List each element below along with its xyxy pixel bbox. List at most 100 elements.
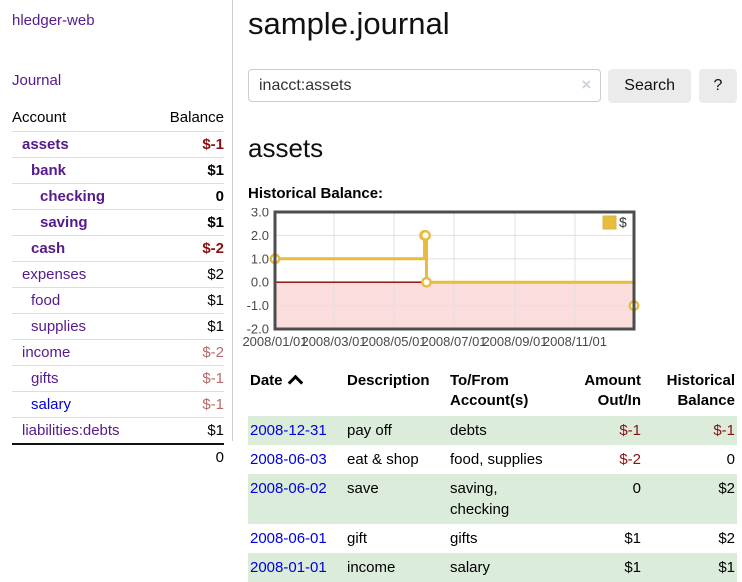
account-row: income $-2 bbox=[12, 339, 224, 366]
account-balance: $-2 bbox=[152, 339, 224, 366]
sort-ascending-icon bbox=[287, 374, 303, 391]
y-axis-label: 0.0 bbox=[251, 275, 269, 290]
transaction-amount: $1 bbox=[624, 559, 641, 576]
transaction-date-link[interactable]: 2008-12-31 bbox=[250, 422, 327, 439]
column-header-accounts: To/From Account(s) bbox=[450, 372, 529, 409]
transaction-row: 2008-01-01 income salary $1 $1 bbox=[248, 553, 737, 582]
search-input[interactable] bbox=[248, 69, 602, 102]
transaction-amount: $1 bbox=[624, 530, 641, 547]
account-link[interactable]: income bbox=[22, 344, 71, 361]
transaction-date-link[interactable]: 2008-06-03 bbox=[250, 451, 327, 468]
account-balance: $-1 bbox=[152, 365, 224, 392]
x-axis-label: 2008/03/01 bbox=[301, 334, 366, 349]
search-box: × bbox=[248, 69, 602, 103]
accounts-header-balance: Balance bbox=[169, 109, 224, 126]
legend-label: $ bbox=[619, 214, 627, 230]
transaction-description: save bbox=[347, 480, 379, 497]
account-balance: $-1 bbox=[152, 391, 224, 418]
clear-search-icon[interactable]: × bbox=[581, 75, 592, 94]
x-axis-label: 2008/11/01 bbox=[543, 334, 607, 349]
account-link[interactable]: checking bbox=[40, 188, 106, 205]
app-brand-link[interactable]: hledger-web bbox=[12, 12, 95, 29]
account-balance: 0 bbox=[152, 183, 224, 210]
sidebar: hledger-web Journal Account Balance asse… bbox=[0, 0, 233, 470]
transaction-balance: $2 bbox=[718, 530, 735, 547]
account-balance: $1 bbox=[152, 209, 224, 236]
transaction-accounts: saving, checking bbox=[450, 480, 510, 518]
y-axis-label: -1.0 bbox=[247, 298, 269, 313]
x-axis-label: 2008/09/01 bbox=[482, 334, 547, 349]
search-row: × Search ? bbox=[248, 69, 737, 103]
page-title: sample.journal bbox=[248, 6, 450, 41]
sidebar-item-journal[interactable]: Journal bbox=[12, 72, 62, 89]
column-header-description: Description bbox=[347, 372, 430, 389]
historical-balance-chart[interactable]: 3.0 2.0 1.0 0.0 -1.0 -2.0 2008/01/01 2008/03/01… bbox=[240, 205, 640, 356]
accounts-total-value: 0 bbox=[152, 443, 224, 470]
help-button[interactable]: ? bbox=[699, 69, 737, 103]
column-header-balance: Historical Balance bbox=[666, 372, 735, 409]
account-link[interactable]: supplies bbox=[31, 318, 87, 335]
transaction-balance: 0 bbox=[726, 451, 735, 468]
transaction-accounts: debts bbox=[450, 422, 487, 439]
chart-title: Historical Balance: bbox=[248, 185, 384, 202]
transaction-accounts: salary bbox=[450, 559, 491, 576]
transaction-description: eat & shop bbox=[347, 451, 419, 468]
account-row: gifts $-1 bbox=[12, 365, 224, 392]
y-axis-label: -2.0 bbox=[247, 322, 269, 337]
account-row: assets $-1 bbox=[12, 131, 224, 158]
transaction-balance: $2 bbox=[718, 480, 735, 497]
data-point-marker bbox=[420, 230, 431, 241]
account-balance: $1 bbox=[152, 417, 224, 444]
search-button[interactable]: Search bbox=[608, 69, 691, 103]
transaction-row: 2008-12-31 pay off debts $-1 $-1 bbox=[248, 416, 737, 445]
account-row: expenses $2 bbox=[12, 261, 224, 288]
transaction-description: income bbox=[347, 559, 396, 576]
transaction-amount: $-2 bbox=[619, 451, 641, 468]
accounts-total-row: 0 bbox=[12, 443, 224, 470]
account-balance: $1 bbox=[152, 313, 224, 340]
account-link[interactable]: cash bbox=[31, 240, 66, 257]
account-row: supplies $1 bbox=[12, 313, 224, 340]
account-balance: $1 bbox=[152, 157, 224, 184]
y-axis-label: 2.0 bbox=[251, 228, 269, 243]
account-link[interactable]: saving bbox=[40, 214, 88, 231]
account-balance: $2 bbox=[152, 261, 224, 288]
main-content: sample.journal × Search ? assets Histori… bbox=[242, 0, 737, 582]
transaction-balance: $1 bbox=[718, 559, 735, 576]
account-link[interactable]: liabilities:debts bbox=[22, 422, 120, 439]
transaction-row: 2008-06-02 save saving, checking 0 $2 bbox=[248, 474, 737, 524]
legend-swatch bbox=[602, 215, 617, 230]
data-point-marker bbox=[421, 276, 432, 288]
account-link[interactable]: gifts bbox=[31, 370, 59, 387]
account-row: cash $-2 bbox=[12, 235, 224, 262]
transaction-row: 2008-06-01 gift gifts $1 $2 bbox=[248, 524, 737, 553]
account-link[interactable]: food bbox=[31, 292, 61, 309]
transaction-date-link[interactable]: 2008-06-02 bbox=[250, 480, 327, 497]
column-header-amount: Amount Out/In bbox=[584, 372, 641, 409]
account-balance: $-2 bbox=[152, 235, 224, 262]
transaction-row: 2008-06-03 eat & shop food, supplies $-2 0 bbox=[248, 445, 737, 474]
transaction-date-link[interactable]: 2008-01-01 bbox=[250, 559, 327, 576]
account-row: bank $1 bbox=[12, 157, 224, 184]
transaction-date-link[interactable]: 2008-06-01 bbox=[250, 530, 327, 547]
transaction-balance: $-1 bbox=[713, 422, 735, 439]
account-link[interactable]: assets bbox=[22, 136, 69, 153]
x-axis-label: 2008/05/01 bbox=[361, 334, 426, 349]
account-row: salary $-1 bbox=[12, 391, 224, 418]
account-row: checking 0 bbox=[12, 183, 224, 210]
accounts-table: Account Balance assets $-1 bank $1 checking 0… bbox=[12, 107, 224, 470]
account-link[interactable]: expenses bbox=[22, 266, 87, 283]
account-link[interactable]: bank bbox=[31, 162, 67, 179]
column-header-date[interactable]: Date bbox=[248, 369, 345, 416]
account-balance: $1 bbox=[152, 287, 224, 314]
account-link[interactable]: salary bbox=[31, 396, 72, 413]
account-row: food $1 bbox=[12, 287, 224, 314]
transaction-accounts: food, supplies bbox=[450, 451, 543, 468]
accounts-header-account: Account bbox=[12, 109, 67, 126]
transaction-description: pay off bbox=[347, 422, 392, 439]
x-axis-label: 2008/01/01 bbox=[242, 334, 307, 349]
transaction-description: gift bbox=[347, 530, 368, 547]
transactions-table: Date Description To/From Account(s) Amou… bbox=[248, 369, 737, 582]
account-row: liabilities:debts $1 bbox=[12, 417, 224, 444]
chart-canvas[interactable]: 3.0 2.0 1.0 0.0 -1.0 -2.02008/01/012008/03/01… bbox=[240, 205, 640, 356]
